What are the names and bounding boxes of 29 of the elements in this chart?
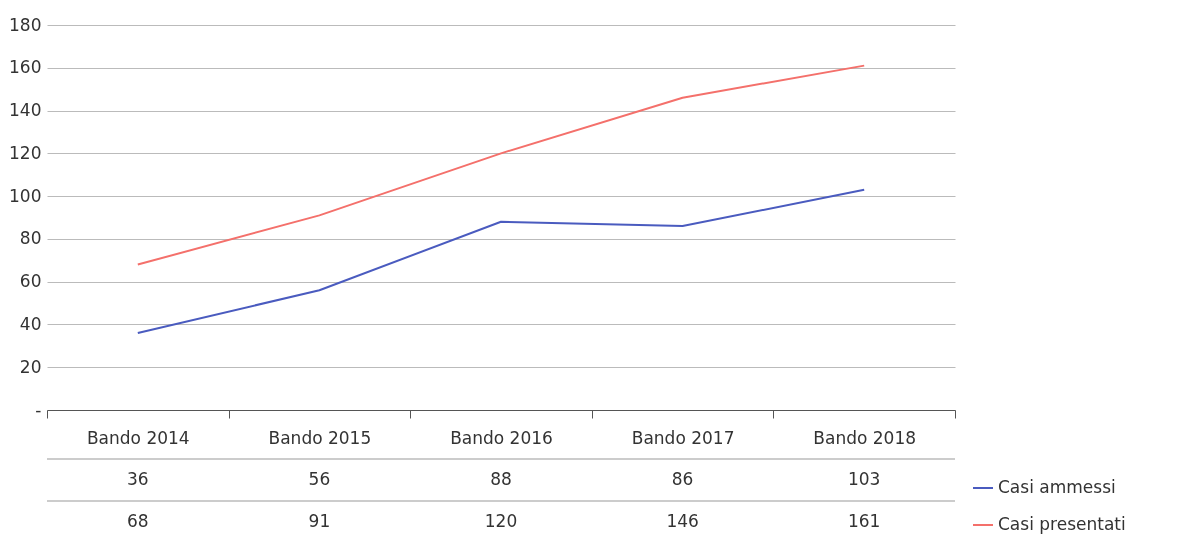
line-series (136, 64, 866, 266)
x-tick-label: Bando 2018 (813, 427, 917, 448)
y-tick-label: 40 (19, 313, 42, 334)
legend-label: Casi ammessi (998, 477, 1116, 497)
legend-label: Casi presentati (998, 514, 1126, 534)
x-tick-label: Bando 2014 (86, 427, 190, 448)
x-tick-label: Bando 2015 (268, 427, 372, 448)
data-label: 91 (308, 511, 331, 531)
y-tick-label: 100 (9, 185, 42, 206)
data-label: 56 (308, 469, 331, 489)
x-tick-label: Bando 2016 (450, 427, 553, 448)
y-tick-label: 180 (9, 14, 42, 35)
data-label: 36 (126, 469, 149, 489)
line-series (136, 188, 866, 334)
data-label: 161 (847, 511, 881, 531)
y-tick-label: 140 (9, 100, 42, 121)
data-label: 120 (484, 511, 518, 531)
data-label: 86 (671, 469, 694, 489)
y-tick-label: 20 (19, 356, 42, 377)
data-label: 103 (847, 469, 881, 489)
y-tick-label: 160 (9, 57, 42, 78)
data-label: 88 (490, 469, 512, 489)
data-label: 68 (126, 511, 149, 531)
x-tick-label: Bando 2017 (631, 427, 735, 448)
y-tick-label: 60 (19, 271, 42, 292)
y-tick-label: 120 (9, 142, 42, 163)
y-tick-label: 80 (19, 228, 42, 249)
data-label: 146 (666, 511, 699, 531)
y-tick-label: - (35, 399, 42, 420)
